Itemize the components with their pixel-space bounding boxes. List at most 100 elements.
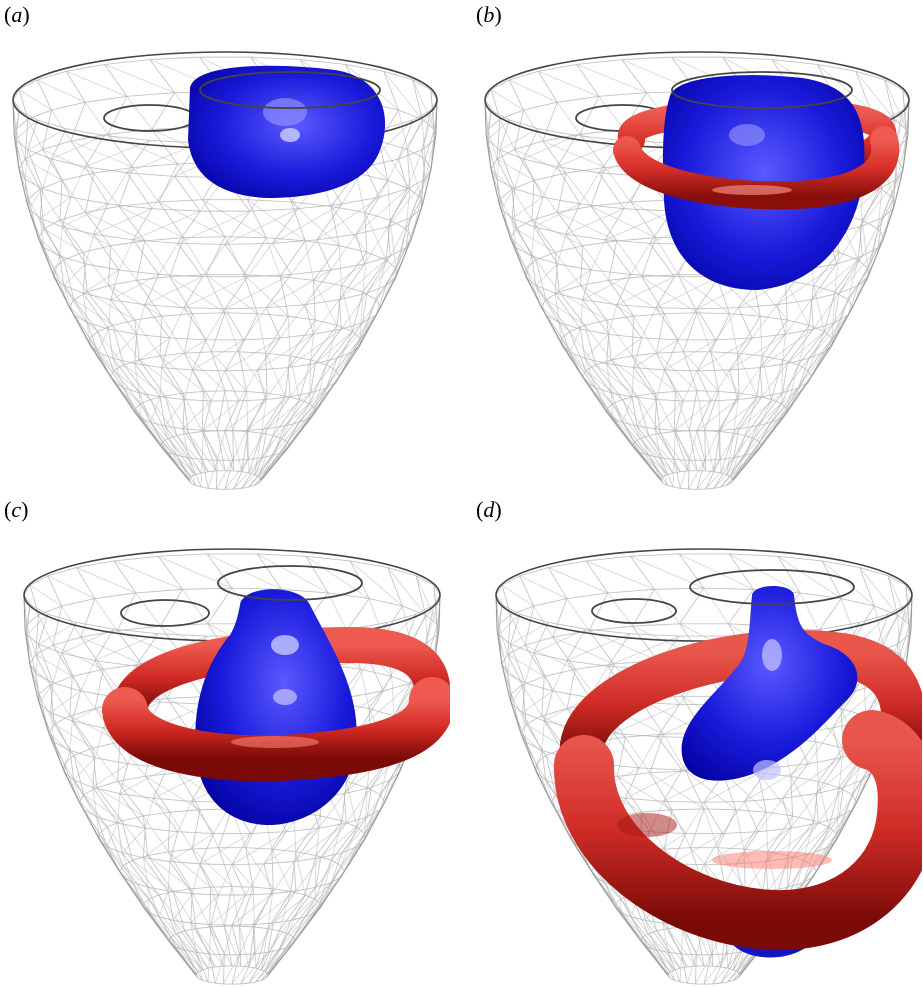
wireframe-edge: [487, 110, 492, 130]
wireframe-edge: [315, 815, 322, 856]
wireframe-edge: [545, 291, 560, 300]
wireframe-edge: [881, 188, 894, 200]
wireframe-edge: [305, 240, 340, 247]
wireframe-edge: [375, 285, 387, 316]
wireframe-edge: [255, 928, 269, 969]
wireframe-edge: [158, 894, 177, 934]
wireframe-edge: [660, 476, 664, 480]
wireframe-edge: [847, 268, 869, 300]
wireframe-edge: [679, 587, 705, 625]
wireframe-edge: [103, 663, 142, 670]
wireframe-edge: [738, 392, 783, 430]
wireframe-edge: [582, 376, 613, 405]
wireframe-edge: [42, 109, 52, 150]
wireframe-edge: [649, 772, 673, 810]
wireframe-edge: [815, 757, 842, 794]
wireframe-edge: [680, 981, 688, 984]
wireframe-edge: [834, 252, 840, 293]
wireframe-edge: [85, 212, 112, 247]
wireframe-edge: [487, 129, 498, 160]
wireframe-edge: [787, 815, 794, 856]
wireframe-edge: [313, 328, 342, 335]
wireframe-edge: [224, 370, 240, 402]
wireframe-edge: [53, 256, 61, 278]
wireframe-edge: [216, 430, 235, 472]
wireframe-edge: [50, 712, 73, 722]
wireframe-edge: [378, 158, 399, 198]
wireframe-edge: [641, 237, 657, 277]
wireframe-edge: [192, 847, 219, 850]
wireframe-edge: [817, 747, 844, 782]
wireframe-edge: [360, 668, 392, 677]
wireframe-edge: [561, 338, 587, 371]
wireframe-edge: [134, 408, 163, 443]
wireframe-edge: [541, 750, 547, 781]
wireframe-edge: [170, 936, 199, 973]
wireframe-edge: [531, 180, 535, 221]
wireframe-edge: [316, 239, 332, 271]
wireframe-edge: [69, 715, 94, 749]
wireframe-edge: [667, 971, 671, 975]
wireframe-edge: [615, 903, 644, 938]
wireframe-edge: [158, 553, 207, 557]
wireframe-edge: [667, 484, 674, 488]
wireframe-edge: [278, 916, 306, 951]
wireframe-edge: [346, 598, 370, 631]
wireframe-edge: [106, 846, 133, 883]
wireframe-edge: [240, 965, 249, 968]
wireframe-edge: [112, 358, 125, 389]
wireframe-edge: [287, 403, 310, 443]
wireframe-edge: [584, 325, 612, 361]
wireframe-edge: [224, 459, 249, 490]
wireframe-edge: [544, 668, 576, 677]
wireframe-edge: [424, 129, 435, 160]
wireframe-edge: [293, 827, 320, 862]
wireframe-edge: [28, 188, 41, 200]
wireframe-edge: [703, 808, 718, 848]
wireframe-edge: [636, 425, 650, 456]
wireframe-edge: [272, 422, 300, 456]
wireframe-edge: [656, 399, 684, 402]
wireframe-edge: [379, 140, 408, 150]
wireframe-edge: [24, 149, 29, 180]
wireframe-edge: [569, 324, 586, 332]
wireframe-edge: [203, 400, 240, 431]
wireframe-edge: [654, 400, 684, 430]
wireframe-edge: [514, 149, 567, 174]
wireframe-edge: [51, 135, 105, 160]
wireframe-edge: [110, 269, 120, 300]
wireframe-edge: [183, 313, 193, 354]
wireframe-edge: [224, 210, 251, 245]
wireframe-edge: [265, 930, 280, 972]
wireframe-edge: [263, 863, 273, 894]
wireframe-edge: [859, 567, 875, 607]
wireframe-edge: [412, 79, 423, 120]
wireframe-edge: [118, 205, 184, 239]
wireframe-edge: [176, 435, 209, 473]
wireframe-edge: [744, 801, 759, 832]
wireframe-edge: [164, 395, 178, 436]
vortex-red-front: [613, 126, 900, 210]
wireframe-edge: [759, 441, 762, 446]
wireframe-edge: [387, 613, 417, 623]
wireframe-edge: [144, 798, 154, 829]
wireframe-edge: [198, 969, 203, 973]
wireframe-edge: [53, 724, 75, 756]
wireframe-edge: [822, 560, 860, 568]
wireframe-edge: [559, 322, 581, 330]
wireframe-edge: [241, 431, 249, 472]
wireframe-edge: [421, 149, 426, 180]
wireframe-edge: [649, 770, 686, 774]
wireframe-edge: [557, 212, 584, 247]
wireframe-edge: [82, 292, 109, 330]
wireframe-edge: [341, 781, 347, 822]
wireframe-edge: [272, 886, 317, 924]
panel-d: (d): [472, 495, 922, 989]
wireframe-edge: [647, 930, 657, 935]
wireframe-edge: [389, 219, 407, 230]
wireframe-edge: [314, 855, 317, 900]
wireframe-edge: [260, 438, 283, 480]
wireframe-edge: [616, 276, 675, 306]
wireframe-edge: [541, 299, 547, 308]
wireframe-edge: [287, 894, 306, 934]
